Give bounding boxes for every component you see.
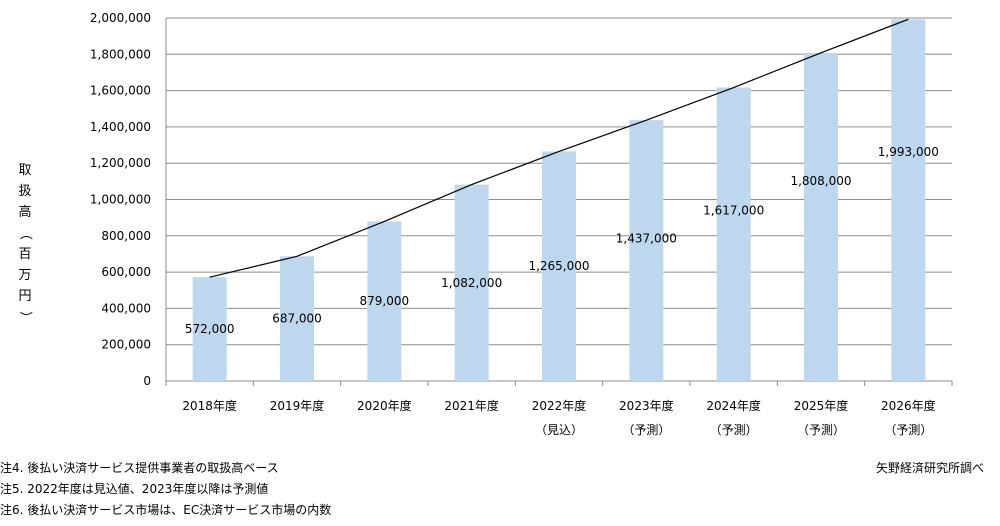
y-tick-label: 2,000,000 [90, 11, 151, 25]
data-label: 1,617,000 [703, 203, 764, 217]
trend-line [209, 18, 909, 278]
bar [280, 256, 314, 381]
data-label: 1,808,000 [790, 174, 851, 188]
data-label: 1,993,000 [878, 145, 939, 159]
y-axis-label-char: （ [17, 226, 33, 240]
x-tick-label: 2026年度 [881, 398, 936, 413]
y-tick-label: 1,600,000 [90, 84, 151, 98]
bar [804, 52, 838, 382]
x-tick-sublabel: （予測） [622, 423, 670, 437]
bar [454, 184, 489, 381]
y-tick-label: 600,000 [101, 265, 151, 279]
bar [542, 151, 576, 381]
y-axis-label-char: 円 [18, 289, 32, 304]
data-label: 1,265,000 [528, 259, 589, 273]
x-tick-label: 2024年度 [706, 398, 761, 413]
y-tick-label: 0 [143, 374, 151, 388]
data-label: 879,000 [360, 294, 410, 308]
x-tick-label: 2018年度 [182, 398, 237, 413]
x-tick-label: 2021年度 [444, 398, 499, 413]
y-tick-label: 800,000 [101, 229, 151, 243]
y-tick-label: 200,000 [101, 338, 151, 352]
x-tick-label: 2023年度 [619, 398, 674, 413]
y-axis-label: 取扱高 （ 百万円 ） [17, 160, 33, 328]
x-tick-label: 2020年度 [357, 398, 412, 413]
y-tick-label: 1,200,000 [90, 156, 151, 170]
data-label: 1,437,000 [616, 232, 677, 246]
x-tick-label: 2019年度 [270, 398, 325, 413]
bar [192, 277, 227, 381]
bar [629, 120, 664, 381]
data-label: 687,000 [272, 312, 322, 326]
note-6: 注6. 後払い決済サービス市場は、EC決済サービス市場の内数 [0, 503, 332, 517]
y-axis-label-char: 高 [18, 205, 32, 220]
x-tick-label: 2025年度 [794, 398, 849, 413]
data-label: 1,082,000 [441, 276, 502, 290]
x-tick-sublabel: （予測） [884, 423, 932, 437]
note-4: 注4. 後払い決済サービス提供事業者の取扱高ベース [0, 461, 279, 475]
y-axis-label-char: ） [17, 310, 33, 324]
data-label: 572,000 [185, 322, 235, 336]
bar [891, 19, 926, 381]
bar [367, 221, 402, 381]
y-axis-label-char: 百 [18, 247, 32, 262]
y-tick-label: 400,000 [101, 301, 151, 315]
y-axis-label-char: 扱 [18, 184, 32, 199]
x-tick-label: 2022年度 [532, 398, 587, 413]
y-axis-label-char: 取 [18, 163, 32, 178]
source-credit: 矢野経済研究所調べ [875, 461, 984, 475]
y-tick-label: 1,000,000 [90, 193, 151, 207]
y-axis-label-char: 万 [18, 268, 32, 283]
x-tick-sublabel: （見込） [535, 423, 583, 437]
x-tick-sublabel: （予測） [797, 423, 845, 437]
y-tick-label: 1,800,000 [90, 47, 151, 61]
bar [716, 87, 751, 382]
x-tick-sublabel: （予測） [710, 423, 758, 437]
y-tick-label: 1,400,000 [90, 120, 151, 134]
note-5: 注5. 2022年度は見込値、2023年度以降は予測値 [0, 482, 269, 496]
